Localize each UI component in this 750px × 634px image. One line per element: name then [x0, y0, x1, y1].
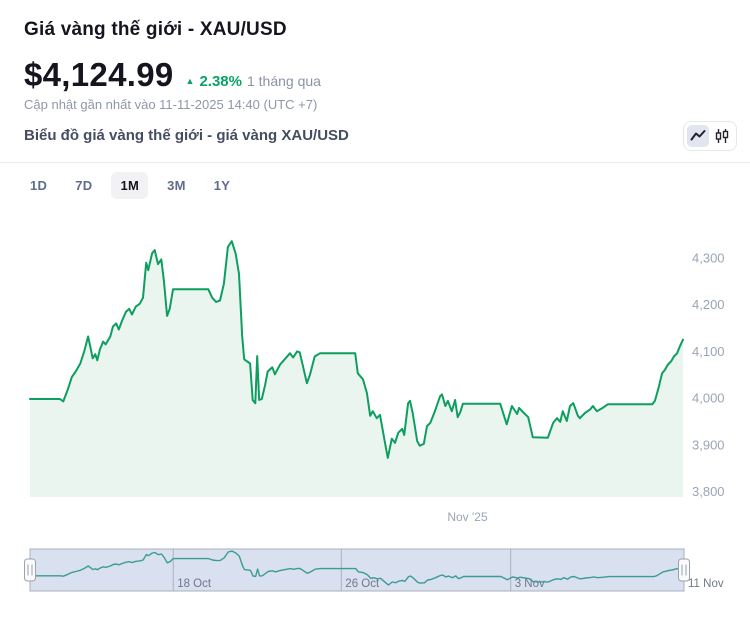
price-row: $4,124.99 ▲ 2.38% 1 tháng qua: [24, 56, 321, 94]
y-axis-tick-label: 4,200: [692, 297, 725, 312]
price-line: [29, 240, 684, 459]
handle-grip[interactable]: [24, 558, 36, 582]
range-button-1y[interactable]: 1Y: [205, 172, 240, 199]
up-arrow-icon: ▲: [185, 76, 195, 86]
navigator[interactable]: 18 Oct 26 Oct 3 Nov 11 Nov: [0, 544, 750, 602]
page-title: Giá vàng thế giới - XAU/USD: [24, 19, 287, 40]
range-button-1m[interactable]: 1M: [111, 172, 149, 199]
chart-type-toggle: [683, 121, 737, 151]
change-percent: 2.38%: [199, 73, 242, 90]
header-divider: [0, 162, 750, 163]
range-button-3m[interactable]: 3M: [158, 172, 195, 199]
range-button-1d[interactable]: 1D: [21, 172, 56, 199]
handle-grip[interactable]: [678, 558, 690, 582]
chart-subtitle: Biểu đồ giá vàng thế giới - giá vàng XAU…: [24, 127, 349, 144]
main-price-chart[interactable]: 4,300 4,200 4,100 4,000 3,900 3,800 Nov '25: [0, 228, 750, 530]
current-price: $4,124.99: [24, 56, 174, 93]
navigator-handle-left[interactable]: [24, 558, 36, 582]
y-axis-tick-label: 4,100: [692, 344, 725, 359]
y-axis-tick-label: 3,900: [692, 437, 725, 452]
change-period: 1 tháng qua: [246, 73, 321, 89]
range-button-7d[interactable]: 7D: [66, 172, 101, 199]
y-axis-tick-label: 3,800: [692, 484, 725, 499]
y-axis-tick-label: 4,000: [692, 391, 725, 406]
navigator-date-label: 26 Oct: [345, 578, 380, 590]
line-chart-icon: [690, 130, 706, 141]
line-chart-button[interactable]: [687, 125, 709, 147]
price-change: ▲ 2.38% 1 tháng qua: [186, 73, 321, 90]
navigator-date-label: 3 Nov: [515, 578, 545, 590]
last-updated-text: Cập nhật gần nhất vào 11-11-2025 14:40 (…: [24, 97, 318, 112]
range-selector: 1D 7D 1M 3M 1Y: [21, 172, 239, 199]
navigator-mini-line: [30, 550, 685, 586]
candlestick-chart-button[interactable]: [711, 125, 733, 147]
navigator-date-label: 11 Nov: [688, 578, 724, 590]
navigator-date-label: 18 Oct: [177, 578, 212, 590]
navigator-handle-right[interactable]: [678, 558, 690, 582]
y-axis-tick-label: 4,300: [692, 251, 725, 266]
candlestick-icon: [715, 129, 729, 143]
x-axis-tick-label: Nov '25: [447, 510, 488, 524]
